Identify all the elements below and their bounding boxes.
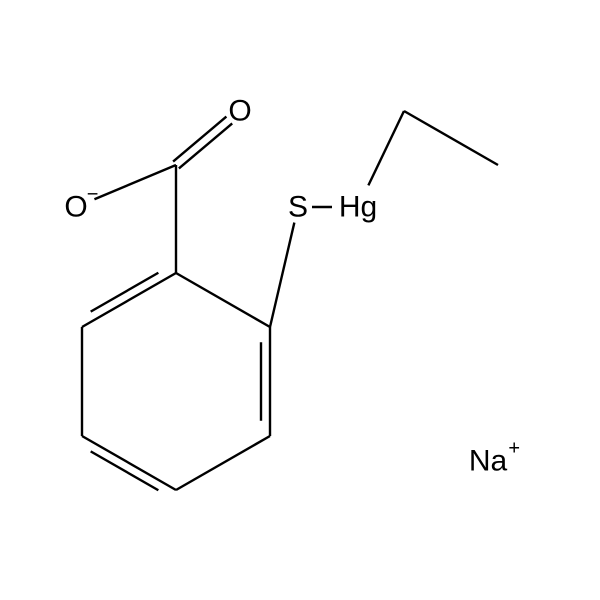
bond: [270, 223, 294, 327]
bond: [404, 111, 498, 165]
chemical-structure-diagram: O−OSHgNa+: [0, 0, 600, 600]
bond: [82, 436, 176, 490]
atom-label-s: S: [288, 191, 308, 224]
bond: [176, 273, 270, 327]
bond: [82, 273, 176, 327]
atom-label-o: O: [228, 95, 251, 128]
atom-label-o: O: [64, 191, 87, 224]
bond: [91, 273, 159, 312]
bond: [94, 165, 176, 199]
charge-minus: −: [87, 183, 99, 205]
bond: [368, 111, 404, 185]
bond: [176, 436, 270, 490]
bond: [179, 123, 232, 168]
atom-label-hg: Hg: [339, 191, 377, 224]
atom-label-na: Na: [469, 445, 508, 478]
bond: [91, 451, 159, 490]
charge-plus: +: [508, 437, 520, 459]
bond: [173, 117, 226, 162]
